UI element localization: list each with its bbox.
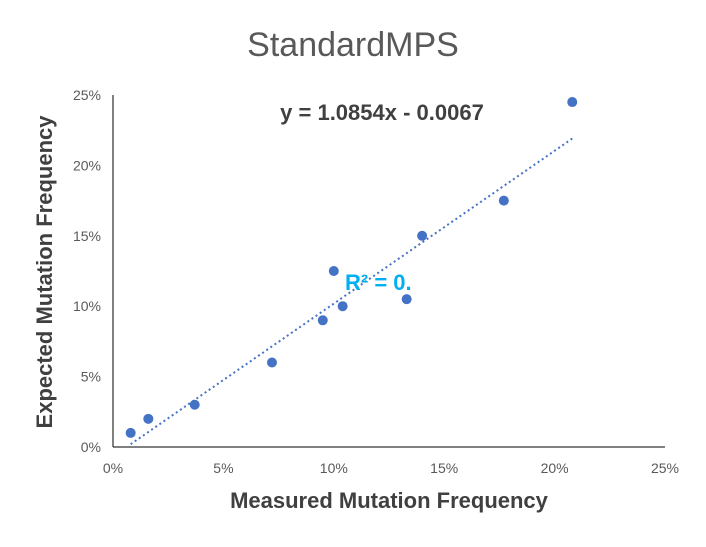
data-point — [189, 399, 200, 410]
scatter-points — [125, 97, 578, 438]
y-tick-label: 20% — [73, 157, 101, 173]
data-point — [143, 413, 154, 424]
x-tick-label: 15% — [430, 460, 458, 476]
x-tick-label: 0% — [103, 460, 123, 476]
data-point — [567, 97, 578, 108]
x-axis-title: Measured Mutation Frequency — [230, 488, 549, 513]
data-point — [417, 230, 428, 241]
x-tick-label: 5% — [213, 460, 233, 476]
y-tick-label: 15% — [73, 228, 101, 244]
y-axis-title: Expected Mutation Frequency — [32, 115, 57, 429]
x-axis-ticks: 0% 5% 10% 15% 20% 25% — [103, 460, 679, 476]
data-point — [266, 357, 277, 368]
x-tick-label: 25% — [651, 460, 679, 476]
data-point — [317, 315, 328, 326]
x-tick-label: 20% — [541, 460, 569, 476]
y-tick-label: 25% — [73, 87, 101, 103]
x-tick-label: 10% — [320, 460, 348, 476]
r-squared-label: R² = 0. — [345, 270, 412, 295]
y-tick-label: 10% — [73, 298, 101, 314]
data-point — [337, 301, 348, 312]
data-point — [125, 427, 136, 438]
y-tick-label: 0% — [81, 439, 101, 455]
data-point — [498, 195, 509, 206]
y-axis-ticks: 0% 5% 10% 15% 20% 25% — [73, 87, 101, 455]
trendline-equation: y = 1.0854x - 0.0067 — [280, 100, 484, 125]
data-point — [401, 294, 412, 305]
y-tick-label: 5% — [81, 369, 101, 385]
data-point — [328, 266, 339, 276]
chart-title: StandardMPS — [247, 26, 459, 64]
